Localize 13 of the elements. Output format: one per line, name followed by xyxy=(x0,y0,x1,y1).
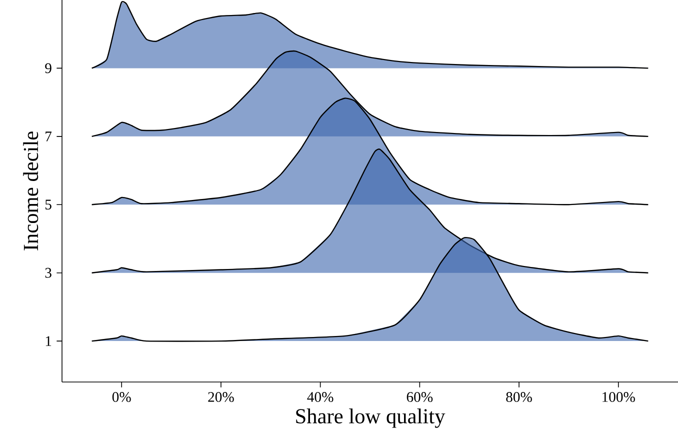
y-tick-label: 1 xyxy=(46,336,52,346)
x-axis-title: Share low quality xyxy=(296,408,446,428)
x-tick-label: 80% xyxy=(506,392,532,402)
x-tick-label: 40% xyxy=(307,392,334,402)
y-tick-label: 5 xyxy=(45,200,52,210)
x-tick-label: 60% xyxy=(406,392,433,402)
x-tick-label: 0% xyxy=(112,392,131,402)
y-tick-label: 9 xyxy=(45,63,52,74)
y-axis-title: Income decile xyxy=(23,132,38,250)
x-tick-label: 20% xyxy=(208,392,234,402)
x-tick-label: 100% xyxy=(602,392,635,402)
y-tick-label: 7 xyxy=(46,132,52,142)
y-tick-label: 3 xyxy=(45,268,52,278)
